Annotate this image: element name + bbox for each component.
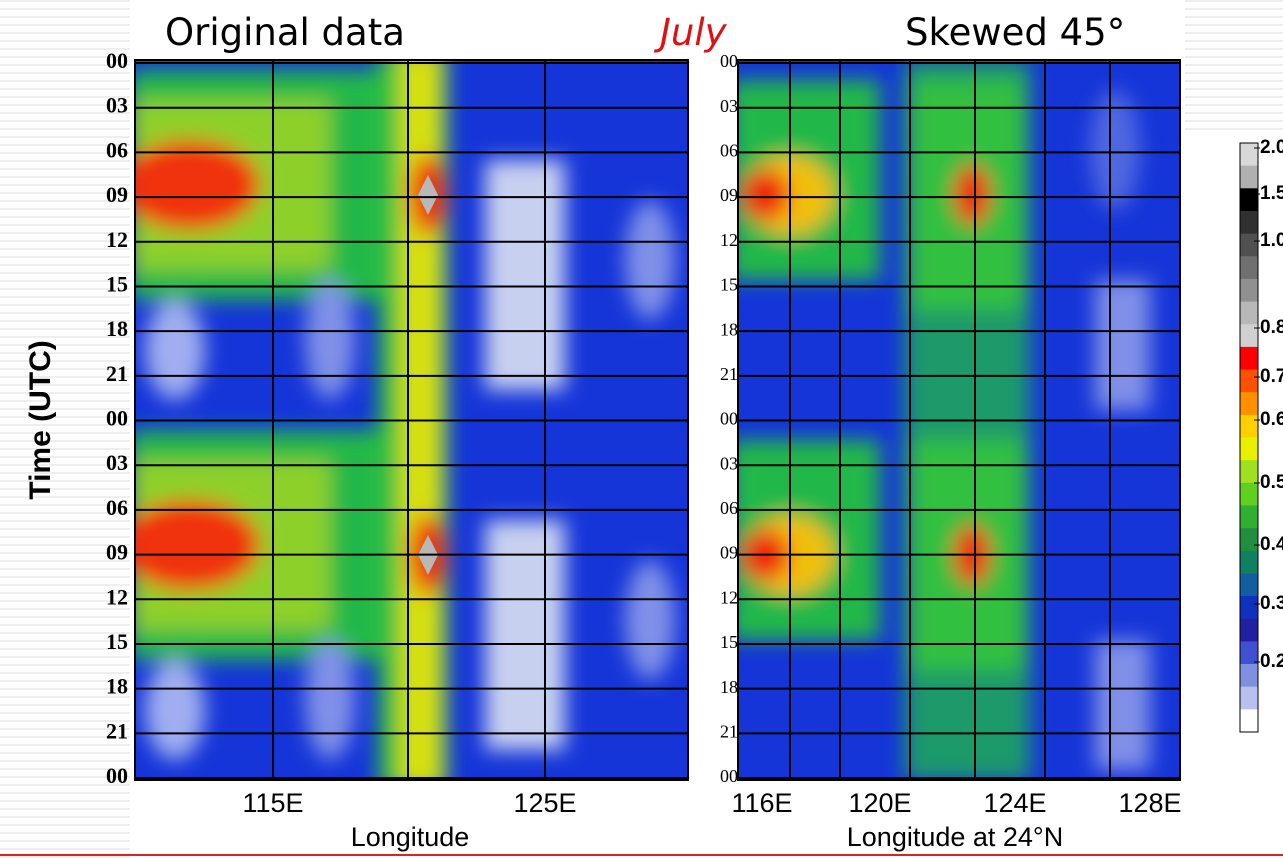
y-tick-label: 12 <box>106 584 128 609</box>
y-tick-label: 18 <box>720 319 738 339</box>
x-tick-label: 128E <box>1118 788 1181 818</box>
colorbar-step <box>1240 437 1258 461</box>
colorbar-label: 0.8 <box>1260 317 1283 338</box>
colorbar-step <box>1240 686 1258 710</box>
colorbar-label: 0.6 <box>1260 409 1283 430</box>
colorbar-step <box>1240 664 1258 688</box>
y-tick-label: 03 <box>106 93 128 118</box>
y-tick-label: 21 <box>106 718 128 743</box>
colorbar-step <box>1240 346 1258 371</box>
y-tick-label: 12 <box>106 227 128 252</box>
colorbar-frame <box>1239 142 1259 733</box>
colorbar-step <box>1240 256 1258 280</box>
colorbar-step <box>1240 505 1258 529</box>
colorbar-step <box>1240 143 1258 167</box>
y-tick-label: 00 <box>720 409 738 429</box>
colorbar-label: 1.0 <box>1260 230 1283 251</box>
colorbar-step <box>1240 482 1258 506</box>
y-tick-label: 15 <box>106 629 128 654</box>
y-tick-label: 06 <box>106 137 128 162</box>
colorbar-step <box>1240 210 1258 235</box>
title-center: July <box>653 11 728 54</box>
y-tick-label: 12 <box>720 230 738 250</box>
colorbar-step <box>1240 618 1258 642</box>
x-tick-label: 115E <box>242 788 303 818</box>
colorbar-step <box>1240 550 1258 574</box>
x-axis-title: Longitude at 24°N <box>847 822 1063 852</box>
colorbar-step <box>1240 278 1258 303</box>
title-right: Skewed 45° <box>905 11 1125 54</box>
x-tick-label: 120E <box>848 788 911 818</box>
y-tick-label: 21 <box>720 721 738 741</box>
colorbar-step <box>1240 165 1258 189</box>
slide-stripes <box>0 0 130 859</box>
colorbar-label: 1.5 <box>1260 183 1283 204</box>
y-tick-label: 18 <box>106 674 128 699</box>
y-tick-label: 12 <box>720 587 738 607</box>
colorbar-step <box>1240 414 1258 438</box>
colorbar-step <box>1240 188 1258 212</box>
x-axis-title: Longitude <box>351 822 470 852</box>
y-axis-title: Time (UTC) <box>24 340 57 499</box>
y-tick-label: 00 <box>720 766 738 786</box>
colorbar-step <box>1240 460 1258 484</box>
colorbar-step <box>1240 573 1258 597</box>
y-tick-label: 15 <box>720 275 738 295</box>
colorbar-step <box>1240 324 1258 348</box>
y-tick-label: 09 <box>106 182 128 207</box>
y-tick-label: 06 <box>720 498 738 518</box>
y-tick-label: 06 <box>720 141 738 161</box>
colorbar: 2.0 1.5 1.0 0.8 0.7 0.6 0.5 0.4 0.3 0.2 <box>1239 137 1283 733</box>
y-tick-label: 03 <box>720 96 738 116</box>
colorbar-step <box>1240 301 1258 325</box>
title-left: Original data <box>165 11 405 54</box>
colorbar-step <box>1240 392 1258 416</box>
colorbar-step <box>1240 233 1258 257</box>
x-tick-label: 124E <box>983 788 1046 818</box>
y-tick-label: 06 <box>106 495 128 520</box>
y-tick-label: 00 <box>106 763 128 788</box>
colorbar-label: 0.7 <box>1260 366 1283 387</box>
colorbar-label: 0.4 <box>1260 534 1283 555</box>
colorbar-label: 0.2 <box>1260 651 1283 672</box>
y-tick-label: 09 <box>720 185 738 205</box>
y-tick-label: 21 <box>720 364 738 384</box>
colorbar-label: 2.0 <box>1260 137 1283 158</box>
colorbar-step <box>1240 369 1258 393</box>
y-tick-label: 18 <box>106 316 128 341</box>
y-tick-label: 21 <box>106 361 128 386</box>
y-tick-label: 03 <box>106 450 128 475</box>
x-tick-label: 125E <box>513 788 576 818</box>
x-tick-label: 116E <box>731 788 792 818</box>
y-tick-label: 15 <box>720 632 738 652</box>
colorbar-step <box>1240 641 1258 665</box>
colorbar-step <box>1240 709 1258 733</box>
colorbar-step <box>1240 596 1258 620</box>
y-tick-label: 03 <box>720 453 738 473</box>
slide-stripes <box>1185 0 1283 130</box>
colorbar-label: 0.3 <box>1260 593 1283 614</box>
y-tick-label: 09 <box>720 543 738 563</box>
y-tick-label: 00 <box>106 48 128 73</box>
y-tick-label: 09 <box>106 540 128 565</box>
y-tick-label: 15 <box>106 271 128 296</box>
y-tick-label: 00 <box>720 51 738 71</box>
y-tick-label: 00 <box>106 406 128 431</box>
y-tick-label: 18 <box>720 677 738 697</box>
colorbar-label: 0.5 <box>1260 472 1283 493</box>
colorbar-step <box>1240 528 1258 552</box>
